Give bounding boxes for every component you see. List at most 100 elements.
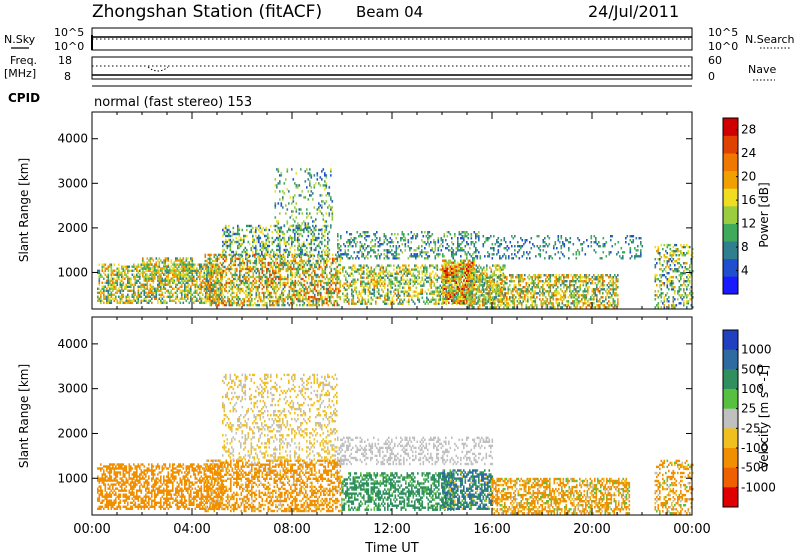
scatter-cell <box>337 235 339 238</box>
scatter-cell <box>400 290 403 293</box>
scatter-cell <box>459 284 461 287</box>
scatter-cell <box>152 275 155 278</box>
scatter-cell <box>467 289 470 292</box>
scatter-cell <box>291 244 293 248</box>
scatter-cell <box>106 275 108 278</box>
scatter-cell <box>258 277 261 281</box>
scatter-cell <box>452 291 455 294</box>
scatter-cell <box>294 285 297 289</box>
scatter-cell <box>254 277 256 281</box>
scatter-cell <box>221 273 223 277</box>
scatter-cell <box>324 202 326 205</box>
scatter-cell <box>211 267 213 270</box>
scatter-cell <box>263 257 265 261</box>
scatter-cell <box>312 289 315 293</box>
scatter-cell <box>279 297 282 301</box>
scatter-cell <box>163 263 165 266</box>
scatter-cell <box>393 268 395 271</box>
scatter-cell <box>261 271 264 275</box>
scatter-cell <box>288 242 290 246</box>
scatter-cell <box>475 251 477 254</box>
scatter-cell <box>152 279 155 282</box>
scatter-cell <box>248 259 250 263</box>
scatter-cell <box>175 271 177 274</box>
scatter-cell <box>216 259 219 263</box>
scatter-cell <box>434 243 437 246</box>
scatter-cell <box>248 297 250 301</box>
scatter-cell <box>343 274 346 277</box>
scatter-cell <box>473 302 475 305</box>
scatter-cell <box>426 296 428 299</box>
scatter-cell <box>290 283 292 287</box>
scatter-cell <box>256 238 259 242</box>
scatter-cell <box>220 301 222 304</box>
scatter-cell <box>317 267 319 271</box>
scatter-cell <box>370 247 372 250</box>
scatter-cell <box>379 284 382 287</box>
scatter-cell <box>158 271 161 274</box>
scatter-cell <box>445 267 447 270</box>
scatter-cell <box>475 268 478 271</box>
scatter-cell <box>399 284 401 287</box>
scatter-cell <box>248 283 250 287</box>
scatter-cell <box>205 281 207 284</box>
scatter-cell <box>280 228 283 231</box>
scatter-cell <box>420 292 422 295</box>
scatter-cell <box>445 265 447 268</box>
scatter-cell <box>261 279 264 283</box>
scatter-cell <box>98 273 101 276</box>
scatter-cell <box>467 287 470 290</box>
scatter-cell <box>302 259 304 263</box>
scatter-cell <box>298 242 301 246</box>
scatter-cell <box>241 254 244 258</box>
scatter-cell <box>466 265 468 268</box>
scatter-cell <box>421 290 424 293</box>
scatter-cell <box>251 299 253 303</box>
scatter-cell <box>215 253 217 257</box>
scatter-cell <box>455 285 458 288</box>
scatter-cell <box>380 253 383 256</box>
scatter-cell <box>298 244 301 248</box>
scatter-cell <box>154 263 156 266</box>
scatter-cell <box>309 254 311 258</box>
scatter-cell <box>121 267 123 270</box>
scatter-cell <box>338 295 340 299</box>
scatter-cell <box>493 298 496 301</box>
scatter-cell <box>225 273 228 277</box>
scatter-cell <box>270 261 273 265</box>
scatter-cell <box>465 302 467 305</box>
scatter-cell <box>287 265 289 269</box>
scatter-cell <box>378 296 380 299</box>
scatter-cell <box>469 285 471 288</box>
scatter-cell <box>315 299 318 303</box>
scatter-cell <box>246 261 249 265</box>
scatter-cell <box>486 266 488 269</box>
scatter-cell <box>309 168 311 171</box>
scatter-cell <box>204 287 207 291</box>
scatter-cell <box>163 301 165 304</box>
scatter-cell <box>482 284 484 287</box>
scatter-cell <box>190 265 192 268</box>
scatter-cell <box>219 271 222 275</box>
scatter-cell <box>145 297 147 300</box>
scatter-cell <box>467 294 469 297</box>
scatter-cell <box>148 299 150 302</box>
scatter-cell <box>473 274 475 277</box>
scatter-cell <box>122 283 125 286</box>
scatter-cell <box>471 268 473 271</box>
scatter-cell <box>361 253 363 256</box>
scatter-cell <box>299 291 301 295</box>
scatter-cell <box>206 277 208 281</box>
scatter-cell <box>333 291 336 295</box>
scatter-cell <box>330 206 332 209</box>
scatter-cell <box>420 288 422 291</box>
scatter-cell <box>169 279 171 282</box>
scatter-cell <box>179 263 182 266</box>
scatter-cell <box>327 279 330 283</box>
scatter-cell <box>313 238 316 242</box>
scatter-cell <box>326 299 328 303</box>
scatter-cell <box>435 266 437 269</box>
scatter-cell <box>448 231 450 234</box>
scatter-cell <box>205 289 207 292</box>
scatter-cell <box>378 264 380 267</box>
